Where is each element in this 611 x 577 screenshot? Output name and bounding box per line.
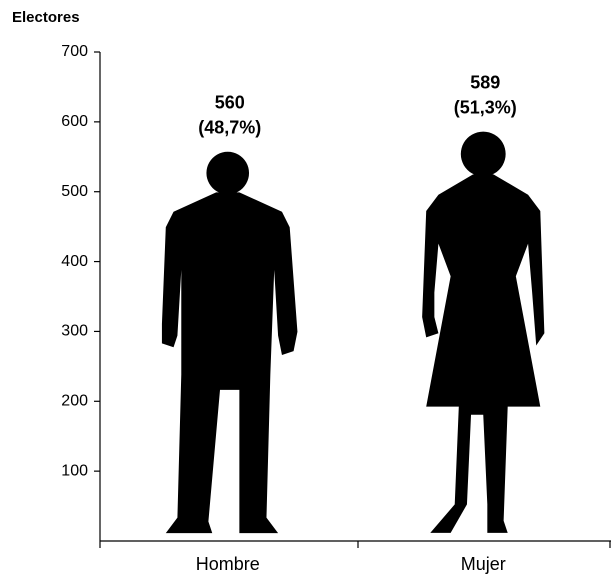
x-tick-label: Mujer xyxy=(461,554,506,574)
y-tick-label: 300 xyxy=(61,323,88,340)
y-tick-label: 200 xyxy=(61,393,88,410)
y-axis-label: Electores xyxy=(12,9,80,26)
percent-label: (48,7%) xyxy=(198,118,261,138)
y-tick-label: 400 xyxy=(61,253,88,270)
value-label: 560 xyxy=(215,93,245,113)
y-tick-label: 100 xyxy=(61,462,88,479)
x-tick-label: Hombre xyxy=(196,554,260,574)
percent-label: (51,3%) xyxy=(454,97,517,117)
y-tick-label: 600 xyxy=(61,113,88,130)
figure xyxy=(161,151,298,534)
value-label: 589 xyxy=(470,72,500,92)
figure xyxy=(422,131,545,533)
y-tick-label: 500 xyxy=(61,183,88,200)
y-tick-label: 700 xyxy=(61,43,88,60)
